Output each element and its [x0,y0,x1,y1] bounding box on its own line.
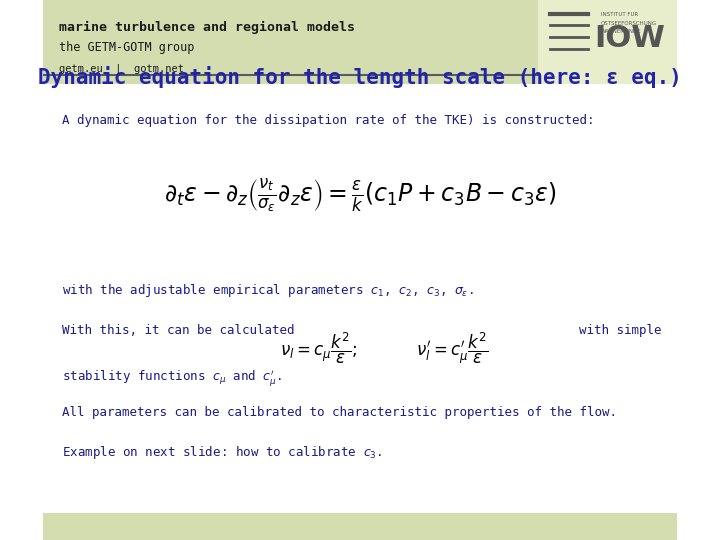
Text: getm.eu  |  gotm.net: getm.eu | gotm.net [59,64,184,74]
Text: $\partial_t \varepsilon - \partial_z \left( \frac{\nu_t}{\sigma_\varepsilon} \pa: $\partial_t \varepsilon - \partial_z \le… [163,177,557,214]
FancyBboxPatch shape [43,84,677,513]
Text: Example on next slide: how to calibrate $c_3$.: Example on next slide: how to calibrate … [62,444,382,461]
Text: With this, it can be calculated: With this, it can be calculated [62,324,310,337]
Text: INSTITUT FUR: INSTITUT FUR [601,12,638,17]
FancyBboxPatch shape [43,0,677,84]
FancyBboxPatch shape [43,513,677,540]
Text: $\nu_l' = c_\mu' \dfrac{k^2}{\varepsilon}$: $\nu_l' = c_\mu' \dfrac{k^2}{\varepsilon… [416,330,488,366]
Text: $\nu_l = c_\mu \dfrac{k^2}{\varepsilon}$;: $\nu_l = c_\mu \dfrac{k^2}{\varepsilon}$… [280,330,357,366]
Text: A dynamic equation for the dissipation rate of the TKE) is constructed:: A dynamic equation for the dissipation r… [62,114,595,127]
Text: with the adjustable empirical parameters $c_1$, $c_2$, $c_3$, $\sigma_\varepsilo: with the adjustable empirical parameters… [62,282,474,299]
Text: with simple: with simple [579,324,661,337]
Text: WARNEMUNDE: WARNEMUNDE [601,29,642,34]
Text: stability functions $c_\mu$ and $c_\mu'$.: stability functions $c_\mu$ and $c_\mu'$… [62,368,282,388]
Text: OSTSEEFORSCHUNG: OSTSEEFORSCHUNG [601,21,657,25]
Text: IOW: IOW [594,24,665,53]
Text: the GETM-GOTM group: the GETM-GOTM group [59,40,194,53]
Text: Dynamic equation for the length scale (here: ε eq.): Dynamic equation for the length scale (h… [38,66,682,87]
Text: All parameters can be calibrated to characteristic properties of the flow.: All parameters can be calibrated to char… [62,406,617,419]
FancyBboxPatch shape [538,0,677,84]
Text: marine turbulence and regional models: marine turbulence and regional models [59,21,355,33]
